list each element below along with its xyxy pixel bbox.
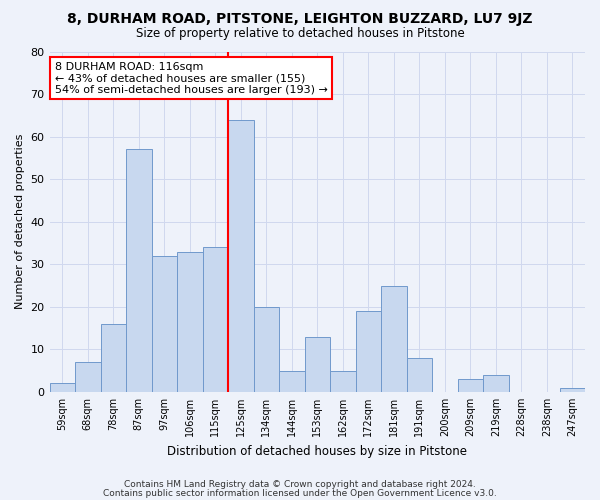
Bar <box>279 370 305 392</box>
Bar <box>356 311 381 392</box>
Bar <box>50 384 75 392</box>
Bar <box>330 370 356 392</box>
Text: Contains public sector information licensed under the Open Government Licence v3: Contains public sector information licen… <box>103 488 497 498</box>
Bar <box>75 362 101 392</box>
Bar <box>152 256 177 392</box>
Bar <box>483 375 509 392</box>
Y-axis label: Number of detached properties: Number of detached properties <box>15 134 25 310</box>
Bar <box>126 150 152 392</box>
Bar <box>177 252 203 392</box>
Bar <box>254 307 279 392</box>
Bar <box>203 247 228 392</box>
Bar <box>228 120 254 392</box>
Text: Contains HM Land Registry data © Crown copyright and database right 2024.: Contains HM Land Registry data © Crown c… <box>124 480 476 489</box>
Bar <box>407 358 432 392</box>
Text: 8 DURHAM ROAD: 116sqm
← 43% of detached houses are smaller (155)
54% of semi-det: 8 DURHAM ROAD: 116sqm ← 43% of detached … <box>55 62 328 95</box>
Text: 8, DURHAM ROAD, PITSTONE, LEIGHTON BUZZARD, LU7 9JZ: 8, DURHAM ROAD, PITSTONE, LEIGHTON BUZZA… <box>67 12 533 26</box>
Bar <box>560 388 585 392</box>
Bar <box>381 286 407 392</box>
X-axis label: Distribution of detached houses by size in Pitstone: Distribution of detached houses by size … <box>167 444 467 458</box>
Bar <box>305 336 330 392</box>
Bar <box>101 324 126 392</box>
Bar <box>458 379 483 392</box>
Text: Size of property relative to detached houses in Pitstone: Size of property relative to detached ho… <box>136 28 464 40</box>
